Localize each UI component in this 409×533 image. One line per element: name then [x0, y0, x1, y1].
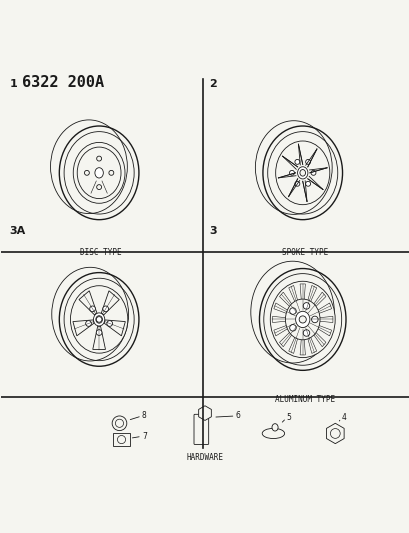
Circle shape	[294, 159, 299, 164]
Text: 6: 6	[235, 411, 240, 421]
FancyBboxPatch shape	[193, 414, 208, 445]
Ellipse shape	[297, 167, 307, 179]
Circle shape	[96, 330, 102, 335]
Ellipse shape	[275, 141, 329, 205]
Ellipse shape	[93, 313, 104, 326]
Circle shape	[294, 181, 299, 186]
Text: ALUMINUM TYPE: ALUMINUM TYPE	[274, 395, 334, 404]
Ellipse shape	[271, 424, 277, 431]
Circle shape	[303, 330, 309, 336]
Circle shape	[103, 306, 108, 312]
Circle shape	[311, 316, 317, 322]
Ellipse shape	[94, 168, 103, 178]
Text: 7: 7	[142, 432, 146, 441]
Circle shape	[303, 303, 309, 309]
Text: 8: 8	[142, 411, 146, 421]
Text: SPOKE TYPE: SPOKE TYPE	[281, 248, 327, 257]
Ellipse shape	[77, 147, 121, 199]
Ellipse shape	[270, 281, 335, 358]
Ellipse shape	[70, 286, 128, 353]
Text: HARDWARE: HARDWARE	[186, 453, 223, 462]
Text: 1: 1	[9, 79, 17, 89]
Text: 3A: 3A	[9, 226, 26, 236]
Circle shape	[305, 181, 310, 186]
Circle shape	[107, 321, 112, 326]
Ellipse shape	[96, 316, 102, 323]
Circle shape	[85, 321, 91, 326]
Circle shape	[305, 159, 310, 164]
Circle shape	[310, 171, 315, 175]
Ellipse shape	[299, 169, 305, 176]
Ellipse shape	[295, 311, 309, 328]
Circle shape	[289, 325, 295, 331]
Text: 4: 4	[341, 414, 346, 423]
Text: 6322 200A: 6322 200A	[22, 75, 103, 90]
Text: 2: 2	[209, 79, 216, 89]
Circle shape	[289, 171, 294, 175]
Circle shape	[96, 317, 102, 322]
Circle shape	[299, 316, 306, 323]
Text: 3: 3	[209, 226, 216, 236]
Circle shape	[289, 308, 295, 314]
Ellipse shape	[285, 299, 319, 340]
Text: DISC TYPE: DISC TYPE	[80, 248, 121, 257]
Ellipse shape	[262, 429, 284, 439]
Circle shape	[90, 306, 95, 312]
Text: 5: 5	[286, 414, 291, 423]
